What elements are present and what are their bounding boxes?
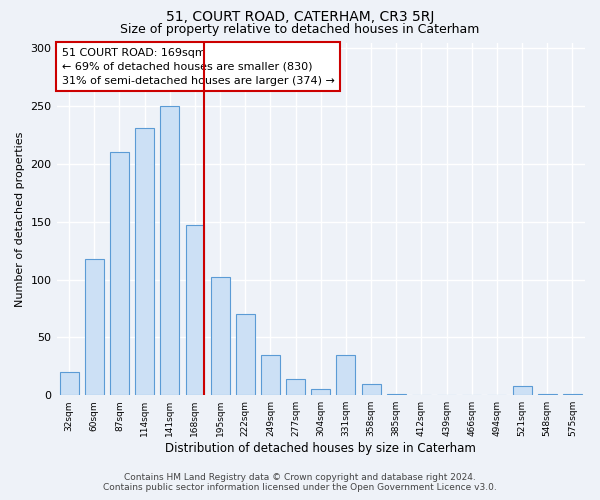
- Bar: [387, 394, 406, 395]
- Text: 51 COURT ROAD: 169sqm
← 69% of detached houses are smaller (830)
31% of semi-det: 51 COURT ROAD: 169sqm ← 69% of detached …: [62, 48, 335, 86]
- Bar: [185, 225, 205, 395]
- Bar: [512, 386, 532, 395]
- Bar: [362, 384, 380, 395]
- Bar: [311, 390, 330, 395]
- Bar: [261, 354, 280, 395]
- Text: 51, COURT ROAD, CATERHAM, CR3 5RJ: 51, COURT ROAD, CATERHAM, CR3 5RJ: [166, 10, 434, 24]
- X-axis label: Distribution of detached houses by size in Caterham: Distribution of detached houses by size …: [166, 442, 476, 455]
- Text: Contains HM Land Registry data © Crown copyright and database right 2024.
Contai: Contains HM Land Registry data © Crown c…: [103, 473, 497, 492]
- Y-axis label: Number of detached properties: Number of detached properties: [15, 131, 25, 306]
- Bar: [85, 259, 104, 395]
- Bar: [538, 394, 557, 395]
- Bar: [563, 394, 582, 395]
- Bar: [110, 152, 129, 395]
- Bar: [286, 379, 305, 395]
- Bar: [337, 354, 355, 395]
- Bar: [135, 128, 154, 395]
- Bar: [236, 314, 255, 395]
- Bar: [211, 278, 230, 395]
- Bar: [160, 106, 179, 395]
- Bar: [59, 372, 79, 395]
- Text: Size of property relative to detached houses in Caterham: Size of property relative to detached ho…: [121, 22, 479, 36]
